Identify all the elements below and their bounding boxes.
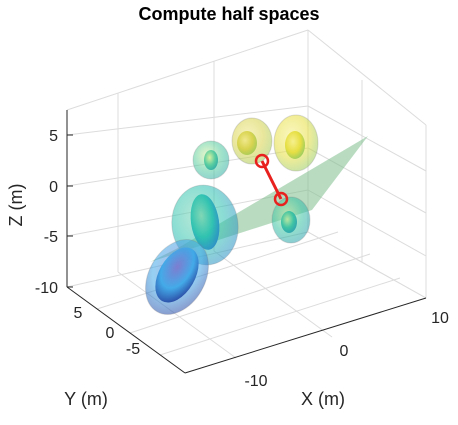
- ellipsoid-core: [237, 131, 257, 155]
- gridline-floor: [159, 277, 401, 356]
- z-tick-label: -5: [44, 229, 58, 246]
- gridline-floor: [213, 250, 333, 338]
- segment-endpoint: [254, 153, 270, 169]
- ellipsoid-core: [155, 247, 199, 303]
- gridline-floor: [307, 231, 427, 299]
- ellipsoid-core: [190, 194, 220, 250]
- ellipsoid-core: [281, 211, 297, 233]
- y-axis-line: [66, 286, 186, 374]
- z-axis-label: Z (m): [6, 184, 26, 227]
- z-tick-label: -10: [35, 280, 58, 297]
- y-tick-label: 5: [74, 305, 83, 322]
- gridline-floor: [129, 253, 371, 334]
- y-axis-label: Y (m): [64, 389, 108, 409]
- gridline-top: [307, 29, 427, 126]
- gridline-top: [66, 29, 309, 111]
- gridline-floor: [96, 231, 339, 310]
- x-tick-label: 0: [340, 343, 349, 360]
- x-tick-label: -10: [244, 373, 267, 390]
- z-tick-label: 0: [49, 179, 58, 196]
- y-tick-label: -5: [126, 341, 140, 358]
- x-tick-label: 10: [431, 310, 449, 327]
- x-axis-label: X (m): [301, 389, 345, 409]
- x-axis-line: [184, 297, 427, 374]
- gridline-z: [307, 189, 427, 257]
- gridline-z: [307, 105, 427, 172]
- gridline-z: [66, 105, 309, 136]
- y-tick-label: 0: [106, 325, 115, 342]
- ellipsoid-core: [285, 131, 305, 159]
- ellipsoid-core: [204, 150, 218, 170]
- segment-endpoint: [273, 191, 289, 207]
- z-tick-label: 5: [49, 128, 58, 145]
- gridline-z: [307, 147, 427, 214]
- chart-title: Compute half spaces: [138, 4, 320, 24]
- gridline-floor: [117, 271, 237, 359]
